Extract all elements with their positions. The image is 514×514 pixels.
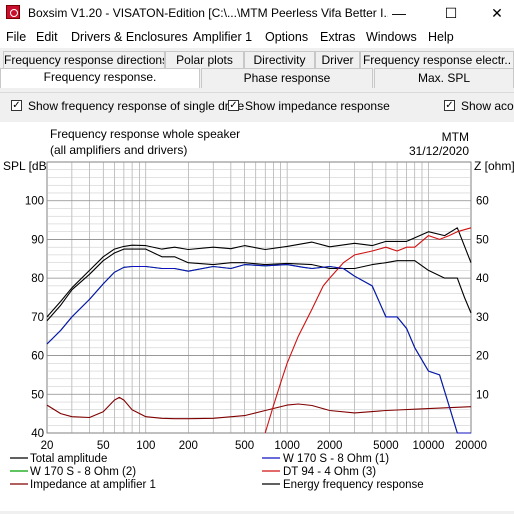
series-line-total-amplitude xyxy=(46,227,472,318)
y-tick-label-right: 60 xyxy=(476,196,489,208)
legend-label: Impedance at amplifier 1 xyxy=(30,479,156,491)
menu-options[interactable]: Options xyxy=(265,30,309,44)
legend-label: Energy frequency response xyxy=(283,479,424,491)
chart-project-label: MTM xyxy=(442,130,469,144)
y-tick-label-left: 40 xyxy=(31,428,44,440)
chart-subtitle: (all amplifiers and drivers) xyxy=(50,143,187,157)
window-title: Boxsim V1.20 - VISATON-Edition [C:\...\M… xyxy=(28,6,388,20)
menu-drivers-enclosures[interactable]: Drivers & Enclosures xyxy=(71,30,188,44)
x-tick-label: 100 xyxy=(136,440,155,452)
x-tick-label: 200 xyxy=(179,440,198,452)
legend-label: Total amplitude xyxy=(30,453,107,465)
tab-frequency-response-directions[interactable]: Frequency response directions xyxy=(3,51,165,68)
tab-frequency-response[interactable]: Frequency response. xyxy=(0,68,200,88)
menu-file[interactable]: File xyxy=(6,30,27,44)
checkbox-single-driver[interactable]: ✓ xyxy=(11,100,22,111)
tab-polar-plots[interactable]: Polar plots xyxy=(165,51,244,68)
y-axis-left-label: SPL [dB] xyxy=(3,159,50,173)
frequency-response-chart[interactable]: Frequency response whole speaker (all am… xyxy=(0,122,514,511)
app-icon xyxy=(6,5,20,19)
menu-help[interactable]: Help xyxy=(428,30,454,44)
y-axis-right-label: Z [ohm] xyxy=(474,159,514,173)
y-tick-label-left: 70 xyxy=(31,312,44,324)
menu-amplifier[interactable]: Amplifier 1 xyxy=(193,30,253,44)
x-tick-label: 20 xyxy=(41,440,54,452)
x-tick-label: 5000 xyxy=(373,440,399,452)
checkbox-single-driver-label: Show frequency response of single drive xyxy=(28,99,245,113)
chart-title: Frequency response whole speaker xyxy=(50,127,240,141)
legend-label: W 170 S - 8 Ohm (1) xyxy=(283,453,389,465)
tab-row-lower: Frequency response. Phase response Max. … xyxy=(0,68,514,88)
chart-date-label: 31/12/2020 xyxy=(409,144,469,158)
y-tick-label-left: 100 xyxy=(25,196,44,208)
checkbox-acoustic[interactable]: ✓ xyxy=(444,100,455,111)
axis-ticks: 20 50 100 200 500 1000 2000 5000 10000 20000 40 50 6… xyxy=(25,196,489,452)
y-tick-label-right: 50 xyxy=(476,234,489,246)
series-line-w-170-s-8-ohm-1 xyxy=(46,264,471,434)
y-tick-label-left: 60 xyxy=(31,351,44,363)
tab-frequency-response-electrical[interactable]: Frequency response electr.. xyxy=(360,51,514,68)
checkbox-impedance-label: Show impedance response xyxy=(245,99,390,113)
maximize-button[interactable]: ☐ xyxy=(444,5,458,21)
x-tick-label: 50 xyxy=(97,440,110,452)
y-tick-label-right: 20 xyxy=(476,351,489,363)
plot-frame xyxy=(46,161,472,434)
y-tick-label-right: 10 xyxy=(476,389,489,401)
menu-extras[interactable]: Extras xyxy=(320,30,356,44)
y-tick-label-right: 30 xyxy=(476,312,489,324)
series-line-dt-94-4-ohm-3 xyxy=(264,227,472,434)
tab-directivity[interactable]: Directivity xyxy=(244,51,315,68)
x-tick-label: 10000 xyxy=(412,440,444,452)
series-lines xyxy=(46,227,472,434)
close-button[interactable]: ✕ xyxy=(491,5,503,21)
checkbox-acoustic-label: Show acou xyxy=(461,99,514,113)
title-bar: Boxsim V1.20 - VISATON-Edition [C:\...\M… xyxy=(0,0,514,26)
legend-label: DT 94 - 4 Ohm (3) xyxy=(283,466,376,478)
y-tick-label-right: 40 xyxy=(476,273,489,285)
checkbox-impedance[interactable]: ✓ xyxy=(228,100,239,111)
y-tick-label-left: 80 xyxy=(31,273,44,285)
tab-max-spl[interactable]: Max. SPL xyxy=(374,68,514,88)
x-tick-label: 1000 xyxy=(274,440,300,452)
tab-driver[interactable]: Driver xyxy=(315,51,360,68)
x-tick-label: 2000 xyxy=(317,440,343,452)
y-tick-label-left: 90 xyxy=(31,234,44,246)
legend-label: W 170 S - 8 Ohm (2) xyxy=(30,466,136,478)
options-bar: ✓ Show frequency response of single driv… xyxy=(0,92,514,121)
y-tick-label-left: 50 xyxy=(31,389,44,401)
series-line-impedance-at-amplifier-1 xyxy=(46,396,472,420)
tab-row-upper: Frequency response directions Polar plot… xyxy=(0,51,514,69)
x-tick-label: 500 xyxy=(235,440,254,452)
chart-area: Frequency response whole speaker (all am… xyxy=(0,122,514,511)
minimize-button[interactable]: — xyxy=(392,5,406,21)
menu-bar: File Edit Drivers & Enclosures Amplifier… xyxy=(0,26,514,48)
grid xyxy=(47,162,471,433)
series-line-energy-frequency-response xyxy=(46,248,472,322)
menu-edit[interactable]: Edit xyxy=(36,30,58,44)
menu-windows[interactable]: Windows xyxy=(366,30,417,44)
x-tick-label: 20000 xyxy=(455,440,487,452)
tab-phase-response[interactable]: Phase response xyxy=(201,68,373,88)
